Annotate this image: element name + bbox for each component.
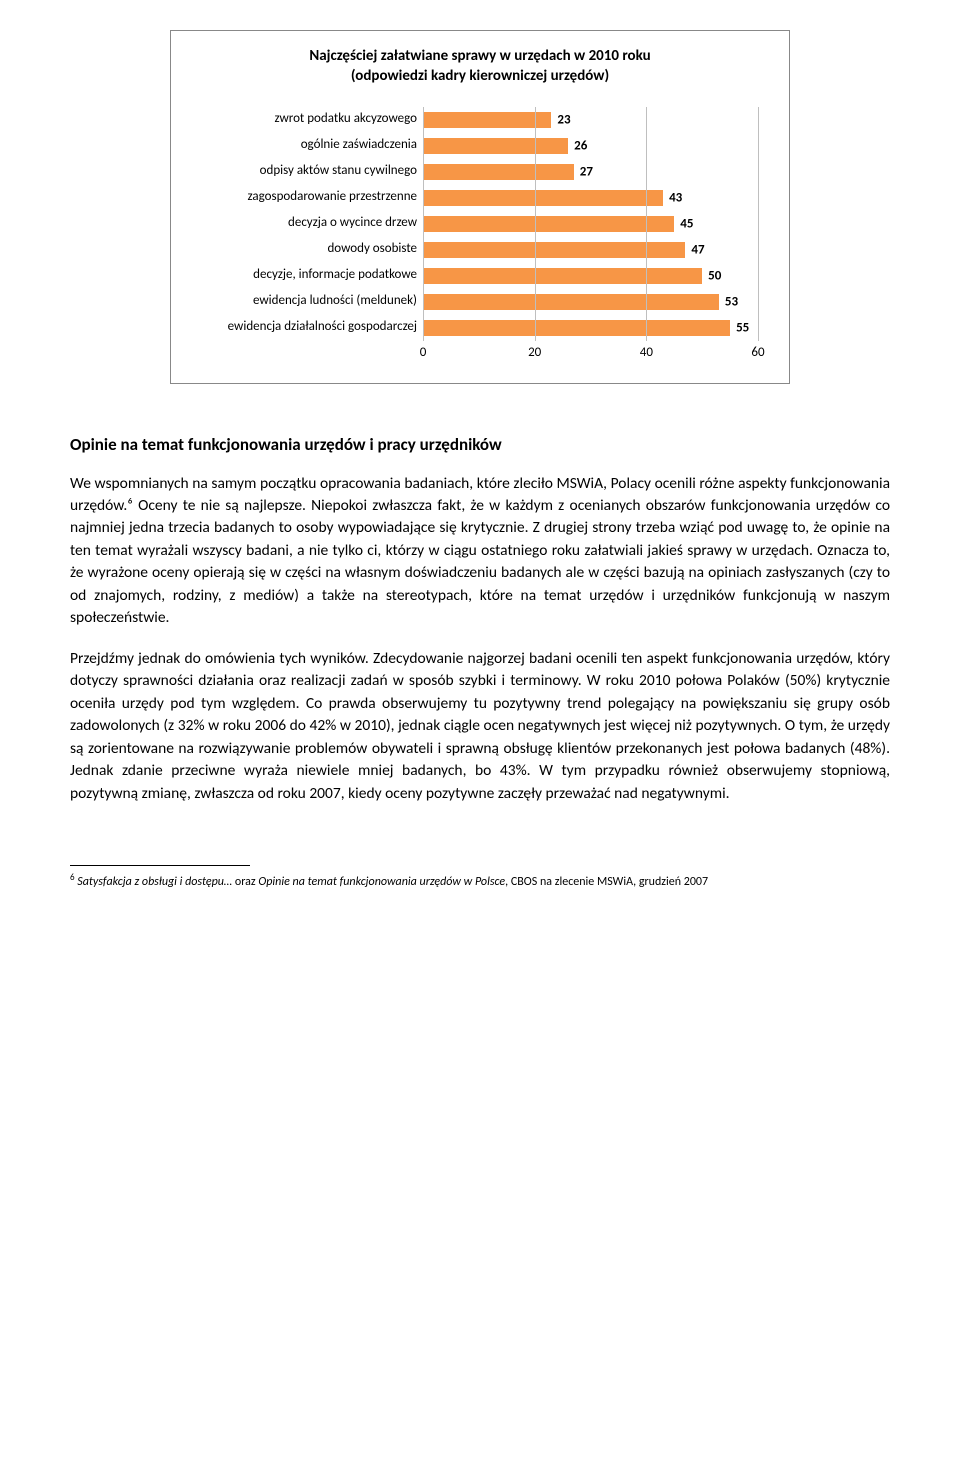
chart-bar-row: 43 (423, 185, 767, 211)
chart-plot-area: 23 26 27 43 45 47 50 53 55 0 20 40 60 (423, 107, 767, 363)
chart-x-tick: 40 (640, 345, 653, 360)
chart-category-label: zwrot podatku akcyzowego (193, 107, 417, 133)
footnote-separator (70, 865, 250, 866)
chart-bar-value: 50 (708, 268, 721, 283)
chart-title-line2: (odpowiedzi kadry kierowniczej urzędów) (351, 67, 609, 85)
footnote-marker: 6 (70, 872, 75, 883)
chart-bar-row: 23 (423, 107, 767, 133)
chart-category-label: zagospodarowanie przestrzenne (193, 185, 417, 211)
chart-x-axis: 0 20 40 60 (423, 343, 767, 363)
chart-bar (423, 138, 568, 154)
chart-bar (423, 216, 674, 232)
footnote-mid: oraz (232, 875, 258, 889)
paragraph-1: We wspomnianych na samym początku opraco… (70, 473, 890, 630)
chart-category-label: odpisy aktów stanu cywilnego (193, 159, 417, 185)
chart-category-label: decyzja o wycince drzew (193, 211, 417, 237)
chart-labels-column: zwrot podatku akcyzowegoogólnie zaświadc… (193, 107, 423, 363)
chart-gridline (758, 107, 759, 341)
chart-bar-row: 26 (423, 133, 767, 159)
chart-bar-row: 47 (423, 237, 767, 263)
chart-bar-value: 43 (669, 190, 682, 205)
chart-container: Najczęściej załatwiane sprawy w urzędach… (170, 30, 790, 384)
chart-bar-value: 53 (725, 294, 738, 309)
chart-bar-row: 50 (423, 263, 767, 289)
footnote-italic-1: Satysfakcja z obsługi i dostępu… (77, 875, 232, 889)
chart-bar-value: 23 (557, 112, 570, 127)
chart-bar-value: 47 (691, 242, 704, 257)
chart-gridline (535, 107, 536, 341)
chart-bar-value: 26 (574, 138, 587, 153)
chart-category-label: dowody osobiste (193, 237, 417, 263)
chart-gridline (646, 107, 647, 341)
chart-category-label: decyzje, informacje podatkowe (193, 263, 417, 289)
chart-bar (423, 164, 574, 180)
paragraph-2: Przejdźmy jednak do omówienia tych wynik… (70, 648, 890, 805)
footnote-end: , CBOS na zlecenie MSWiA, grudzień 2007 (505, 875, 708, 889)
chart-bar-row: 53 (423, 289, 767, 315)
section-heading: Opinie na temat funkcjonowania urzędów i… (70, 434, 890, 455)
chart-category-label: ewidencja działalności gospodarczej (193, 315, 417, 341)
chart-title: Najczęściej załatwiane sprawy w urzędach… (193, 46, 767, 87)
chart-bar-value: 27 (580, 164, 593, 179)
chart-x-tick: 0 (420, 345, 427, 360)
chart-bars: 23 26 27 43 45 47 50 53 55 (423, 107, 767, 341)
footnote: 6 Satysfakcja z obsługi i dostępu… oraz … (70, 872, 890, 891)
chart-bar (423, 112, 551, 128)
chart-title-line1: Najczęściej załatwiane sprawy w urzędach… (309, 47, 650, 65)
chart-bar-value: 55 (736, 320, 749, 335)
chart-category-label: ewidencja ludności (meldunek) (193, 289, 417, 315)
chart-bar-value: 45 (680, 216, 693, 231)
chart-bar (423, 268, 702, 284)
chart-gridline (423, 107, 424, 341)
chart-bar (423, 320, 730, 336)
chart-x-tick: 60 (751, 345, 764, 360)
chart-bar-row: 27 (423, 159, 767, 185)
chart-bar (423, 190, 663, 206)
footnote-italic-2: Opinie na temat funkcjonowania urzędów w… (258, 875, 505, 889)
chart-category-label: ogólnie zaświadczenia (193, 133, 417, 159)
chart-bar-row: 55 (423, 315, 767, 341)
chart-bar-row: 45 (423, 211, 767, 237)
chart-x-tick: 20 (528, 345, 541, 360)
chart-bar (423, 294, 719, 310)
chart-area: zwrot podatku akcyzowegoogólnie zaświadc… (193, 107, 767, 363)
